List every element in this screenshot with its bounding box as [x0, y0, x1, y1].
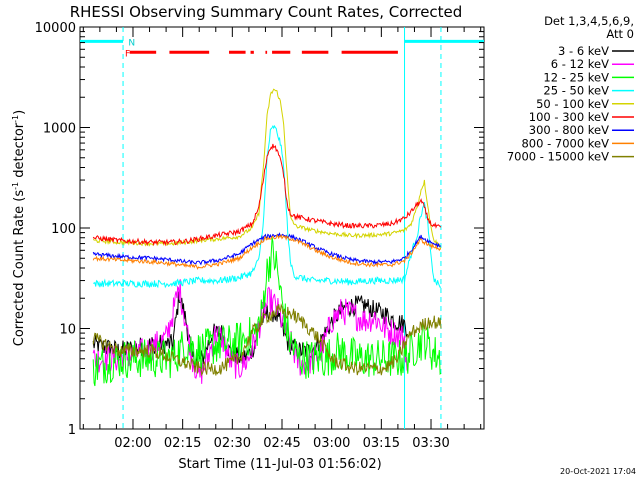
y-tick-label: 100 — [51, 222, 76, 237]
generation-timestamp: 20-Oct-2021 17:04 — [560, 467, 636, 476]
legend-header-line-2: Att 0 — [606, 27, 634, 41]
legend-entry-label: 7000 - 15000 keV — [507, 150, 609, 164]
x-tick-label: 02:30 — [214, 436, 251, 451]
series-line-100-300keV — [92, 143, 442, 247]
y-axis: 1 10 100 1000 10000 — [35, 21, 484, 438]
series-line-300-800keV — [92, 232, 442, 267]
legend-entry-label: 50 - 100 keV — [536, 97, 609, 111]
y-tick-label: 1000 — [43, 122, 76, 137]
series-line-6-12keV — [92, 279, 409, 384]
legend-entry-label: 100 - 300 keV — [529, 110, 609, 124]
x-axis-label: Start Time (11-Jul-03 01:56:02) — [178, 457, 381, 472]
x-tick-label: 02:00 — [114, 436, 151, 451]
x-tick-label: 03:15 — [363, 436, 400, 451]
series-line-50-100keV — [92, 88, 442, 249]
plot-area: NF — [79, 26, 485, 430]
legend-entry-label: 3 - 6 keV — [558, 44, 609, 58]
legend-entry-label: 6 - 12 keV — [551, 57, 609, 71]
x-axis: 02:00 02:15 02:30 02:45 03:00 03:15 03:30 — [82, 27, 482, 451]
legend-entry-label: 300 - 800 keV — [529, 123, 609, 137]
y-axis-label: Corrected Count Rate (s-1 detector-1) — [11, 110, 27, 346]
flag-label: N — [128, 38, 135, 48]
y-tick-label: 10 — [59, 323, 76, 338]
legend-entry-label: 25 - 50 keV — [543, 84, 609, 98]
x-tick-label: 03:00 — [313, 436, 350, 451]
x-tick-label: 02:15 — [164, 436, 201, 451]
series-line-12-25keV — [92, 237, 442, 387]
series-line-7000-15000keV — [92, 302, 442, 377]
legend-entry-label: 800 - 7000 keV — [521, 136, 609, 150]
chart-title: RHESSI Observing Summary Count Rates, Co… — [70, 3, 463, 21]
legend-entry-label: 12 - 25 keV — [543, 70, 609, 84]
series-line-800-7000keV — [92, 233, 442, 270]
y-tick-label: 1 — [68, 423, 76, 438]
x-tick-label: 02:45 — [263, 436, 300, 451]
legend-header-line-1: Det 1,3,4,5,6,9, — [544, 14, 634, 28]
flag-label: F — [125, 49, 130, 59]
x-tick-label: 03:30 — [412, 436, 449, 451]
y-tick-label: 10000 — [35, 21, 76, 36]
